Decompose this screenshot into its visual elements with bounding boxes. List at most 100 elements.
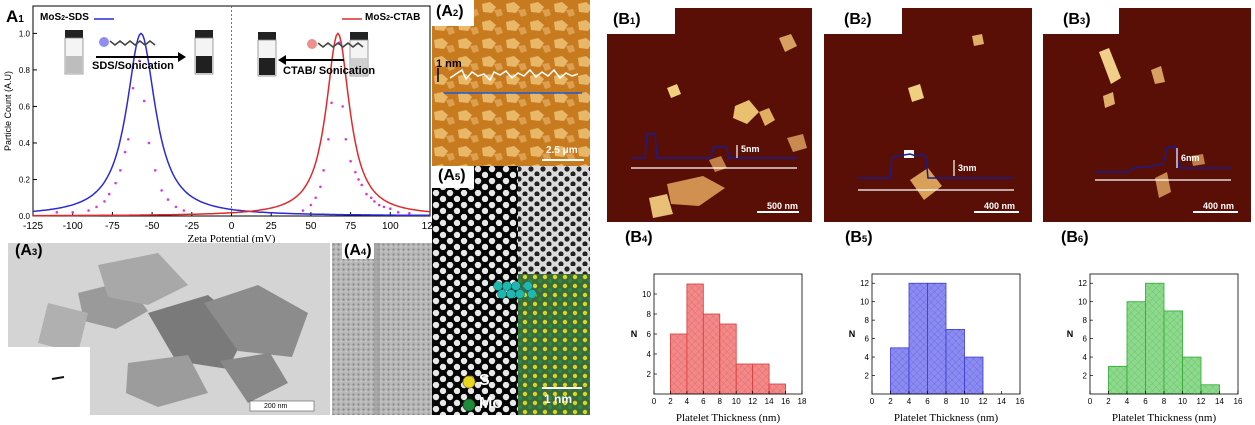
zeta-data-point	[327, 138, 330, 141]
zeta-data-point	[330, 101, 333, 105]
zeta-data-point	[354, 170, 357, 174]
vial-cap	[195, 30, 213, 38]
histogram-bar	[908, 282, 928, 395]
histogram-x-tick-label: 8	[944, 397, 949, 406]
histogram-bar	[719, 323, 737, 395]
histogram-x-tick-label: 6	[701, 397, 706, 406]
b1-step-label: 5nm	[741, 144, 760, 154]
histogram-y-tick-label: 10	[860, 298, 869, 307]
zeta-x-tick-label: 50	[305, 221, 317, 232]
histogram-y-tick-label: 6	[647, 330, 652, 339]
vial-cap	[350, 32, 368, 40]
a4-hrtem-texture	[332, 243, 432, 415]
histogram-y-axis-label: N	[849, 329, 856, 339]
b3-afm-texture	[1043, 8, 1251, 222]
histogram-x-tick-label: 8	[1162, 397, 1167, 406]
vial-after-ctab	[257, 32, 277, 77]
b6-histogram-svg: 0 2 4 6 8 10 12 14 16 2 4 6 8 10 12 Platelet Thickness …	[1067, 273, 1243, 424]
histogram-bar	[702, 313, 721, 395]
histogram-y-axis-label: N	[631, 329, 638, 339]
histogram-y-tick-label: 6	[1083, 335, 1088, 344]
vial-liquid	[351, 58, 367, 75]
zeta-x-tick-label: 75	[345, 221, 357, 232]
zeta-data-point	[389, 207, 392, 210]
a2-afm-texture	[432, 0, 590, 166]
zeta-y-tick-label: 1.0	[19, 29, 31, 38]
zeta-y-axis-label: Particle Count (A.U)	[3, 71, 13, 151]
histogram-y-tick-label: 12	[1078, 279, 1087, 288]
zeta-x-tick-label: 125	[422, 221, 432, 232]
vial-cap	[258, 32, 276, 40]
zeta-y-tick-label: 0.2	[19, 175, 31, 184]
histogram-x-axis-label: Platelet Thickness (nm)	[894, 412, 999, 424]
histogram-x-axis-label: Platelet Thickness (nm)	[676, 412, 781, 424]
zeta-data-point	[131, 86, 135, 90]
zeta-y-tick-label: 0.8	[19, 66, 31, 75]
histogram-x-tick-label: 0	[1088, 397, 1093, 406]
histogram-x-tick-label: 12	[748, 397, 757, 406]
histogram-x-tick-label: 16	[1016, 397, 1025, 406]
histogram-x-tick-label: 10	[732, 397, 741, 406]
zeta-y-tick-label: 0.4	[19, 139, 31, 148]
zeta-data-point	[95, 205, 98, 209]
label-b3: (B3)	[1043, 8, 1119, 34]
histogram-y-tick-label: 10	[1078, 298, 1087, 307]
histogram-x-tick-label: 18	[798, 397, 807, 406]
zeta-data-point	[71, 211, 74, 214]
histogram-x-tick-label: 4	[1125, 397, 1130, 406]
b1-afm-texture	[607, 8, 812, 222]
zeta-data-point	[382, 205, 386, 209]
histogram-x-tick-label: 6	[1143, 397, 1148, 406]
histogram-bar	[768, 383, 786, 395]
b3-scale-bar-label: 400 nm	[1203, 201, 1235, 211]
histogram-bar	[752, 363, 770, 395]
zeta-data-point	[153, 169, 157, 172]
label-a1: A1	[6, 7, 24, 26]
zeta-data-point	[360, 183, 364, 187]
histogram-bar	[670, 333, 688, 395]
zeta-data-point	[126, 138, 130, 141]
vial-liquid	[259, 58, 275, 75]
histogram-y-axis-label: N	[1067, 329, 1074, 339]
label-b5: (B5)	[842, 230, 876, 246]
vial-before-ctab	[349, 32, 369, 77]
zeta-data-point	[314, 196, 317, 200]
histogram-bar	[1163, 310, 1183, 395]
zeta-x-tick-label: -125	[23, 221, 43, 232]
b4-histogram-svg: 0 2 4 6 8 10 12 14 16 18 2 4 6 8 10 Platelet Thickness …	[631, 273, 807, 424]
zeta-data-point	[377, 203, 381, 207]
sds-molecule	[99, 37, 156, 47]
panel-b6-histogram: (B6) 0 2 4 6 8 10 12 14 16 2 4 6 8 10 12 Platelet Thick…	[1048, 226, 1253, 425]
b2-scale-bar-label: 400 nm	[984, 201, 1016, 211]
a3-tem-texture	[8, 243, 330, 415]
a5-s-label: S	[479, 372, 490, 389]
zeta-data-point	[301, 209, 305, 212]
histogram-x-tick-label: 8	[718, 397, 723, 406]
zeta-data-point	[138, 59, 141, 63]
histogram-x-tick-label: 2	[888, 397, 893, 406]
sds-arrow-head	[178, 52, 186, 62]
zeta-data-point	[319, 185, 322, 189]
label-a2: (A2)	[432, 0, 474, 26]
legend-ctab: MoS2-CTAB	[365, 12, 421, 23]
histogram-y-tick-label: 8	[865, 316, 870, 325]
histogram-y-tick-label: 4	[865, 353, 870, 362]
label-b4: (B4)	[622, 230, 656, 246]
zeta-data-point	[123, 150, 127, 154]
b2-step-label: 3nm	[958, 163, 977, 173]
zeta-data-point	[344, 138, 348, 141]
histogram-y-tick-label: 8	[647, 310, 652, 319]
panel-b2-afm-image: (B2) 3nm 400 nm	[824, 8, 1032, 222]
zeta-y-tick-label: 0.0	[19, 212, 31, 221]
histogram-bar	[686, 283, 704, 395]
histogram-y-tick-label: 2	[1083, 372, 1088, 381]
b3-step-label: 6nm	[1181, 153, 1200, 163]
zeta-data-point	[160, 189, 163, 192]
panel-b3-afm-image: (B3) 6nm 400 nm	[1043, 8, 1251, 222]
histogram-bar	[945, 328, 965, 395]
zeta-data-point	[166, 198, 170, 201]
histogram-bar	[1126, 301, 1146, 395]
panel-a1-zeta-chart: -125 -100 -75 -50 -25 0 25 50 75 100 125 0.0 0.2 0.4 0…	[0, 0, 432, 245]
zeta-data-point	[182, 209, 186, 212]
histogram-bar	[890, 347, 910, 395]
